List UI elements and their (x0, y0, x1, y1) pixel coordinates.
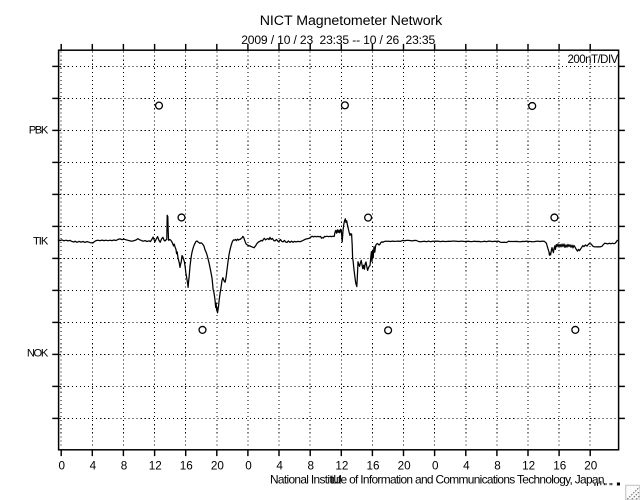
svg-text:NICT Magnetometer Network: NICT Magnetometer Network (260, 13, 443, 29)
svg-text:8: 8 (494, 459, 501, 472)
svg-text:0: 0 (245, 459, 252, 472)
svg-text:12: 12 (335, 459, 348, 472)
svg-text:4: 4 (90, 459, 97, 472)
svg-text:2009 / 10 / 23 23:35 -- 10 /: 2009 / 10 / 23 23:35 -- 10 / 26 23:35 (241, 33, 435, 47)
svg-text:NOK: NOK (27, 348, 49, 360)
svg-text:8: 8 (308, 459, 315, 472)
svg-text:PBK: PBK (29, 124, 49, 136)
svg-text:16: 16 (180, 459, 193, 472)
svg-text:tU: tU (331, 472, 342, 486)
svg-text:20: 20 (211, 459, 225, 472)
svg-text:200nT/DIV: 200nT/DIV (568, 54, 619, 66)
svg-text:National Institute of Informat: National Institute of Information and Co… (270, 472, 605, 486)
svg-text:16: 16 (366, 459, 379, 472)
svg-text:4: 4 (463, 459, 470, 472)
svg-text:12: 12 (149, 459, 162, 472)
svg-text:0: 0 (432, 459, 439, 472)
svg-text:4: 4 (276, 459, 283, 472)
svg-text:20: 20 (398, 459, 412, 472)
svg-text:16: 16 (553, 459, 566, 472)
svg-text:0: 0 (59, 459, 66, 472)
svg-text:20: 20 (584, 459, 598, 472)
svg-text:TIK: TIK (33, 236, 49, 248)
svg-text:12: 12 (522, 459, 535, 472)
svg-text:8: 8 (121, 459, 128, 472)
